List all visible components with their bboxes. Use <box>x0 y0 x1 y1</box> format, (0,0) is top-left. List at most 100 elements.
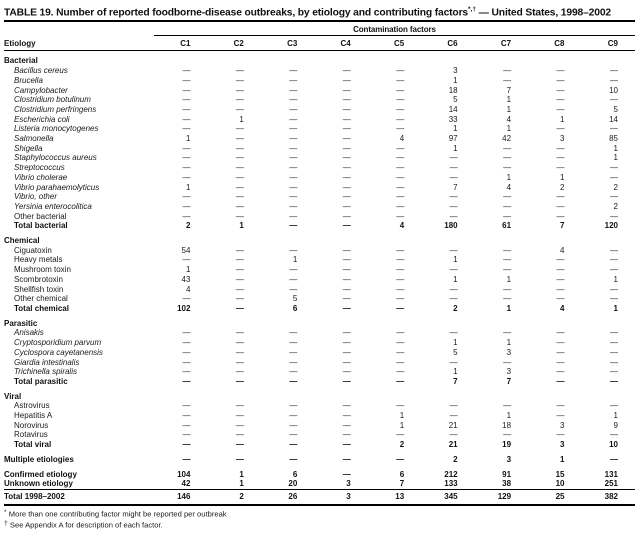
etiology-header: Etiology <box>4 35 154 52</box>
cell-value: — <box>396 104 405 114</box>
cell-value: — <box>342 274 351 284</box>
row-label: Salmonella <box>14 134 54 144</box>
cell-value: — <box>449 211 458 221</box>
cell-value: — <box>182 114 191 124</box>
table-row: Total bacterial 2 1 — — 4 180 61 7 120 <box>4 221 635 231</box>
row-label: Escherichia coli <box>14 114 70 124</box>
cell-value: — <box>289 143 298 153</box>
cell-value: — <box>289 367 298 377</box>
cell-value: — <box>289 265 298 275</box>
cell-value: — <box>235 440 244 450</box>
cell-value: 120 <box>604 221 618 231</box>
cell-value: 2 <box>399 440 405 450</box>
row-label: Bacillus cereus <box>14 66 68 76</box>
cell-value: 1 <box>506 304 512 313</box>
cell-value: — <box>396 430 405 440</box>
column-header-c8: C8 <box>528 35 582 52</box>
cell-value: — <box>182 163 191 173</box>
cell-value: 180 <box>444 221 458 231</box>
cell-value: — <box>556 75 565 85</box>
cell-value: 1 <box>560 454 565 464</box>
section-header-label: Bacterial <box>4 56 38 66</box>
cell-value: — <box>235 245 244 255</box>
cell-value: 6 <box>399 469 405 479</box>
table-row: Bacillus cereus — — — — — 3 — — — <box>4 66 635 76</box>
cell-value: 26 <box>260 488 315 506</box>
cell-value: 1 <box>506 172 512 182</box>
cell-value: — <box>235 420 244 430</box>
table-title: TABLE 19. Number of reported foodborne-d… <box>4 3 635 23</box>
table-row: Shellfish toxin 4 — — — — — — — — <box>4 285 635 295</box>
cell-value: — <box>396 182 405 192</box>
table-title-footnote-marks: *,† <box>468 6 476 13</box>
cell-value: — <box>449 153 458 163</box>
cell-value: 4 <box>506 182 512 192</box>
table-row: Vibrio, other — — — — — — — — — <box>4 192 635 202</box>
cell-value: — <box>610 376 618 386</box>
cell-value: — <box>182 430 191 440</box>
cell-value: — <box>342 66 351 76</box>
cell-value: — <box>235 104 244 114</box>
cell-value: — <box>396 338 405 348</box>
cell-value: — <box>396 265 405 275</box>
cell-value: — <box>342 328 351 338</box>
cell-value: — <box>610 95 618 105</box>
cell-value: — <box>610 328 618 338</box>
contamination-factors-header: Contamination factors <box>154 22 635 37</box>
cell-value: 1 <box>453 124 458 134</box>
cell-value: — <box>610 172 618 182</box>
row-label: Other chemical <box>14 294 68 304</box>
cell-value: — <box>556 265 565 275</box>
cell-value: — <box>503 284 512 294</box>
cell-value: — <box>610 284 618 294</box>
cell-value: 4 <box>560 245 565 255</box>
cell-value: 1 <box>506 338 512 348</box>
cell-value: 104 <box>177 469 191 479</box>
cell-value: — <box>182 201 191 211</box>
cell-value: — <box>289 430 298 440</box>
cell-value: 3 <box>506 347 512 357</box>
cell-value: — <box>556 104 565 114</box>
cell-value: 54 <box>181 245 191 255</box>
cell-value: — <box>556 211 565 221</box>
cell-value: 10 <box>609 85 618 95</box>
section-header-viral: Viral <box>4 387 635 402</box>
column-header-c7: C7 <box>474 35 529 52</box>
cell-value: — <box>449 172 458 182</box>
cell-value: — <box>289 85 298 95</box>
cell-value: — <box>503 75 512 85</box>
cell-value: 1 <box>399 420 405 430</box>
cell-value: — <box>182 95 191 105</box>
row-label: Total viral <box>14 440 52 450</box>
cell-value: — <box>449 401 458 411</box>
cell-value: 10 <box>609 440 618 450</box>
column-header-row: Etiology C1 C2 C3 C4 C5 C6 C7 C8 C9 <box>4 35 635 52</box>
cell-value: 3 <box>346 479 351 489</box>
cell-value: 18 <box>502 420 512 430</box>
cell-value: 91 <box>502 469 512 479</box>
section-header-chemical: Chemical <box>4 231 635 246</box>
cell-value: — <box>610 357 618 367</box>
cell-value: 85 <box>609 134 618 144</box>
table-row: Anisakis — — — — — — — — — <box>4 328 635 338</box>
cell-value: 1 <box>613 143 618 153</box>
cell-value: — <box>235 134 244 144</box>
cell-value: — <box>182 328 191 338</box>
cell-value: — <box>396 328 405 338</box>
cell-value: — <box>342 357 351 367</box>
cell-value: 102 <box>177 304 191 313</box>
cell-value: — <box>342 172 351 182</box>
cell-value: — <box>503 265 512 275</box>
cell-value: — <box>235 294 244 304</box>
cell-value: — <box>182 124 191 134</box>
cell-value: — <box>235 255 244 265</box>
cell-value: 129 <box>474 488 529 506</box>
cell-value: 21 <box>448 440 458 450</box>
row-label: Astrovirus <box>14 401 50 411</box>
cell-value: — <box>342 304 351 313</box>
cell-value: 5 <box>613 104 618 114</box>
cell-value: — <box>342 401 351 411</box>
cell-value: — <box>449 430 458 440</box>
cell-value: — <box>556 338 565 348</box>
cell-value: — <box>342 192 351 202</box>
